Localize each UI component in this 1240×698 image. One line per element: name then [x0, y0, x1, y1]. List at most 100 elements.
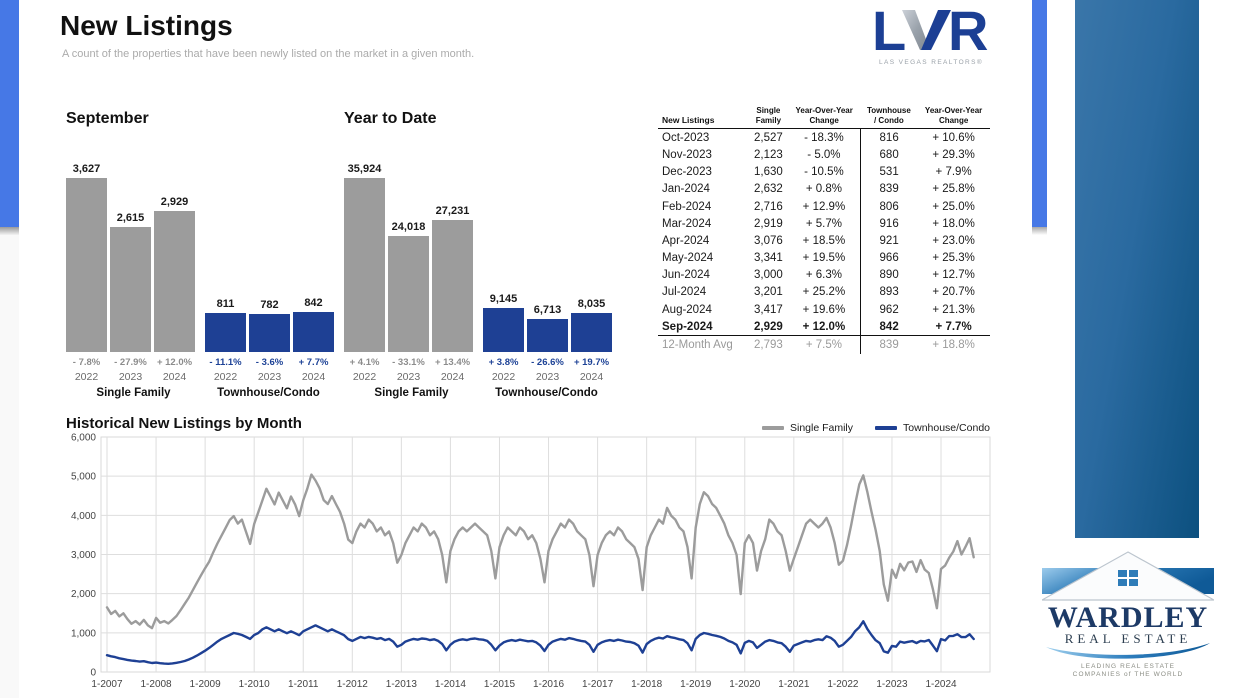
wardley-sub: REAL ESTATE [1065, 631, 1192, 646]
table-cell: 3,341 [754, 252, 783, 265]
table-cell: 921 [860, 232, 918, 250]
wardley-tagline-2: COMPANIES of THE WORLD [1073, 671, 1184, 678]
table-cell: + 12.7% [932, 269, 975, 282]
bar-pct-label: - 11.1% [209, 357, 242, 368]
legend-item-single-family: Single Family [761, 422, 853, 434]
table-row: Jul-2024 3,201 + 25.2% 893 + 20.7% [658, 283, 990, 302]
table-header-cell: New Listings [662, 115, 715, 125]
table-cell: + 7.5% [805, 339, 842, 352]
september-group-labels: Single Family Townhouse/Condo [66, 387, 336, 399]
table-header-cell: Townhouse / Condo [866, 106, 911, 125]
table-cell: + 6.3% [805, 269, 842, 282]
table-row: Oct-2023 2,527 - 18.3% 816 + 10.6% [658, 128, 990, 147]
wardley-logo: WARDLEY REAL ESTATE LEADING REAL ESTATE … [1042, 551, 1214, 678]
table-header-cell: Year-Over-Year Change [795, 106, 853, 125]
bar-value-label: 3,627 [72, 163, 101, 175]
bar-value-label: 35,924 [347, 163, 382, 175]
table-cell: + 18.0% [932, 217, 975, 230]
table-average-row: 12-Month Avg 2,793 + 7.5% 839 + 18.8% [658, 335, 990, 354]
bar-value-label: 27,231 [435, 205, 470, 217]
legend-label: Townhouse/Condo [903, 422, 990, 434]
table-cell: 2,632 [754, 183, 783, 196]
bar-value-label: 2,615 [116, 212, 145, 224]
accent-strip-left [0, 0, 19, 227]
bar-column: 27,231 + 13.4% 2024 [432, 140, 473, 383]
table-row: Feb-2024 2,716 + 12.9% 806 + 25.0% [658, 197, 990, 216]
x-axis-tick-label: 1-2014 [435, 679, 467, 690]
x-axis-tick-label: 1-2015 [484, 679, 516, 690]
bar-pct-label: - 7.8% [72, 357, 101, 368]
table-cell: + 10.6% [932, 131, 975, 144]
bar-value-label: 9,145 [489, 293, 518, 305]
bar-year-label: 2024 [440, 371, 465, 383]
bar-column: 782 - 3.6% 2023 [249, 140, 290, 383]
bar-pct-label: - 27.9% [114, 357, 147, 368]
lvr-logo: L R LAS VEGAS REALTORS® [872, 6, 990, 66]
table-cell: 890 [860, 266, 918, 284]
bar-pct-label: + 3.8% [488, 357, 519, 368]
bar-year-label: 2023 [535, 371, 560, 383]
bar-year-label: 2022 [74, 371, 99, 383]
table-cell: 1,630 [754, 166, 783, 179]
x-axis-tick-label: 1-2024 [925, 679, 957, 690]
bar [110, 227, 151, 352]
y-axis-tick-label: 4,000 [71, 511, 96, 522]
table-cell: Nov-2023 [662, 148, 712, 161]
table-cell: 2,716 [754, 200, 783, 213]
bar [527, 319, 568, 352]
historical-line-chart: 6,000 5,000 4,000 3,000 2,000 1,000 01-2007 1-2… [71, 433, 991, 690]
y-axis-tick-label: 2,000 [71, 589, 96, 600]
townhouse-condo-line-swatch [875, 426, 898, 430]
bar-column: 811 - 11.1% 2022 [205, 140, 246, 383]
table-cell: Apr-2024 [662, 234, 710, 247]
table-cell: Jun-2024 [662, 269, 710, 282]
bar-value-label: 2,929 [160, 196, 189, 208]
table-cell: May-2024 [662, 252, 714, 265]
bar-column: 24,018 - 33.1% 2023 [388, 140, 429, 383]
table-cell: - 10.5% [804, 166, 844, 179]
ytd-group-labels: Single Family Townhouse/Condo [344, 387, 614, 399]
bar-group-label: Townhouse/Condo [217, 387, 320, 399]
bar-year-label: 2024 [162, 371, 187, 383]
ytd-bars: 35,924 + 4.1% 2022 24,018 - 33.1% 2023 27,231 +… [344, 140, 614, 383]
x-axis-tick-label: 1-2022 [827, 679, 859, 690]
table-cell: Dec-2023 [662, 166, 712, 179]
x-axis-tick-label: 1-2013 [386, 679, 418, 690]
bar-column: 35,924 + 4.1% 2022 [344, 140, 385, 383]
bar [293, 312, 334, 352]
bar-pct-label: - 3.6% [255, 357, 284, 368]
september-bar-chart: September 3,627 - 7.8% 2022 2,615 - 27.9% 202… [66, 110, 336, 399]
wardley-name: WARDLEY [1048, 601, 1208, 634]
bar-column: 6,713 - 26.6% 2023 [527, 140, 568, 383]
table-row: May-2024 3,341 + 19.5% 966 + 25.3% [658, 249, 990, 267]
table-cell: + 20.7% [932, 286, 975, 299]
table-cell: 2,929 [748, 318, 788, 337]
table-cell: + 19.6% [802, 303, 846, 316]
bar-column: 842 + 7.7% 2024 [293, 140, 334, 383]
table-cell: + 12.9% [802, 200, 846, 213]
table-cell: + 12.0% [787, 318, 861, 337]
bar-year-label: 2023 [118, 371, 143, 383]
table-cell: 916 [860, 215, 918, 233]
bar-column: 8,035 + 19.7% 2024 [571, 140, 612, 383]
table-cell: 839 [860, 335, 918, 354]
table-cell: + 7.9% [935, 166, 972, 179]
bar-group-label: Single Family [96, 387, 171, 399]
bar-pct-label: + 13.4% [434, 357, 471, 368]
x-axis-tick-label: 1-2020 [729, 679, 761, 690]
table-cell: + 0.8% [805, 183, 842, 196]
table-cell: 2,123 [754, 148, 783, 161]
bar [483, 308, 524, 352]
y-axis-tick-label: 1,000 [71, 628, 96, 639]
x-axis-tick-label: 1-2010 [239, 679, 271, 690]
bar-pct-label: - 33.1% [392, 357, 425, 368]
single-family-line [105, 473, 975, 630]
monthly-table-body: Oct-2023 2,527 - 18.3% 816 + 10.6% Nov-2023 2,… [658, 128, 990, 354]
table-row: Dec-2023 1,630 - 10.5% 531 + 7.9% [658, 163, 990, 181]
table-cell: Jul-2024 [662, 286, 707, 299]
bar-pct-label: + 12.0% [156, 357, 193, 368]
table-cell: + 7.7% [917, 318, 990, 337]
bar [66, 178, 107, 352]
bar [432, 220, 473, 352]
bar-pct-label: - 26.6% [531, 357, 564, 368]
